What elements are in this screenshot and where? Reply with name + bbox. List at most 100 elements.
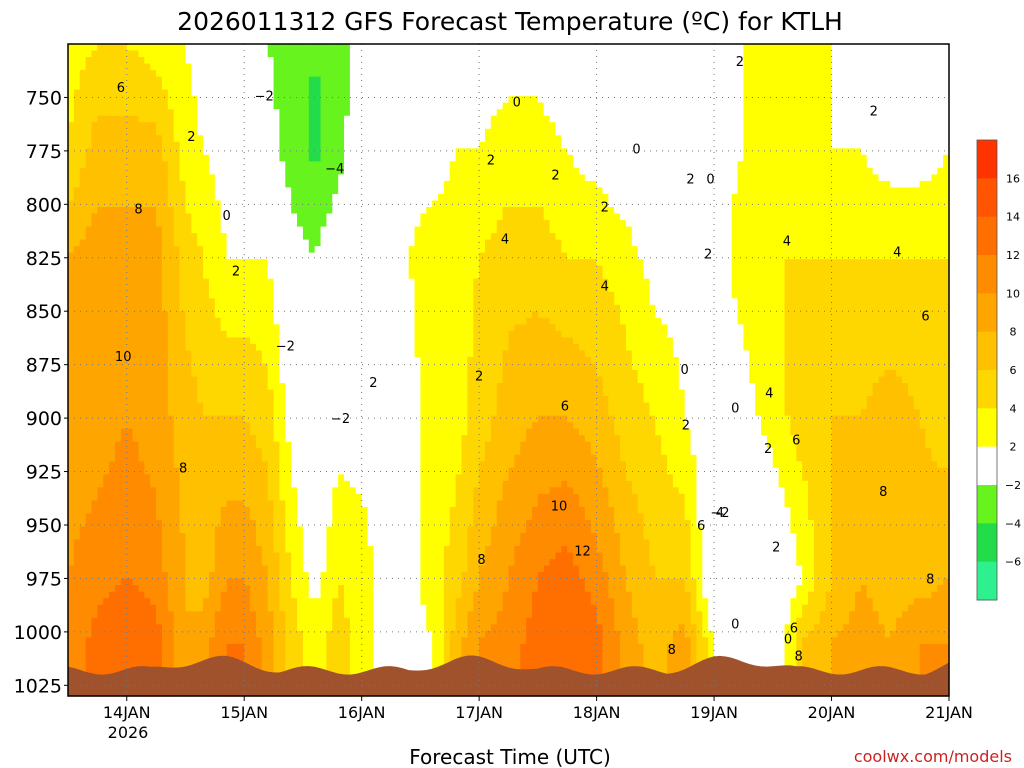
field-cell [302,207,310,215]
field-cell [103,409,110,417]
field-cell [297,298,304,306]
field-cell [214,57,222,65]
field-cell [285,180,292,189]
field-cell [326,506,333,515]
field-cell [308,102,316,110]
field-cell [273,533,281,541]
field-cell [273,220,281,228]
field-cell [232,617,239,625]
field-cell [320,109,328,117]
field-cell [173,591,181,599]
field-cell [338,402,345,410]
field-cell [250,402,257,410]
field-cell [332,565,339,573]
field-cell [220,220,228,228]
field-cell [173,389,181,397]
field-cell [220,252,228,260]
field-cell [79,500,87,508]
field-cell [332,330,339,338]
field-cell [114,467,122,475]
field-cell [173,109,181,117]
field-cell [120,285,128,293]
field-cell [291,656,298,664]
field-cell [250,161,257,169]
field-cell [167,167,175,175]
field-cell [220,533,228,541]
field-cell [332,148,339,156]
field-cell [109,383,116,391]
field-cell [320,265,328,273]
field-cell [250,187,257,195]
field-cell [85,389,93,397]
field-cell [156,415,163,423]
field-cell [203,148,210,156]
field-cell [185,356,192,365]
field-cell [308,246,316,254]
field-cell [302,57,310,65]
field-cell [344,428,351,436]
field-cell [79,337,87,345]
field-cell [250,526,257,534]
field-cell [167,578,175,586]
field-cell [273,207,281,215]
field-cell [173,298,181,306]
field-cell [91,396,98,404]
field-cell [126,285,134,293]
field-cell [244,552,251,560]
field-cell [232,167,239,175]
field-cell [167,637,175,645]
field-cell [326,337,333,345]
field-cell [167,70,175,78]
field-cell [156,637,163,645]
field-cell [320,448,328,456]
field-cell [103,370,110,378]
field-cell [197,598,204,606]
field-cell [73,383,81,391]
field-cell [261,591,269,599]
field-cell [214,350,222,358]
field-cell [220,76,228,84]
field-cell [103,259,110,267]
field-cell [191,396,198,404]
field-cell [226,193,234,202]
field-cell [103,180,110,189]
field-cell [103,233,110,241]
field-cell [285,356,292,365]
field-cell [167,389,175,397]
field-cell [349,324,357,332]
field-cell [132,513,140,521]
field-cell [91,656,98,664]
field-cell [291,220,298,228]
field-cell [297,135,304,143]
field-cell [338,441,345,449]
field-cell [79,259,87,267]
field-cell [302,337,310,345]
field-cell [103,441,110,449]
field-cell [191,487,198,495]
field-cell [326,122,333,130]
field-cell [132,213,140,221]
field-cell [349,44,357,52]
field-cell [332,376,339,384]
field-cell [138,546,145,554]
field-cell [344,122,351,130]
field-cell [203,298,210,306]
field-cell [273,128,281,136]
field-cell [150,422,157,430]
field-cell [85,278,93,286]
field-cell [126,389,134,397]
field-cell [308,513,316,521]
field-cell [232,441,239,449]
field-cell [109,435,116,443]
field-cell [120,324,128,332]
field-cell [185,330,192,338]
field-cell [91,285,98,293]
field-cell [226,467,234,475]
field-cell [73,513,81,521]
field-cell [302,448,310,456]
field-cell [326,167,333,175]
field-cell [173,272,181,280]
field-cell [173,539,181,547]
field-cell [214,533,222,541]
field-cell [185,278,192,286]
